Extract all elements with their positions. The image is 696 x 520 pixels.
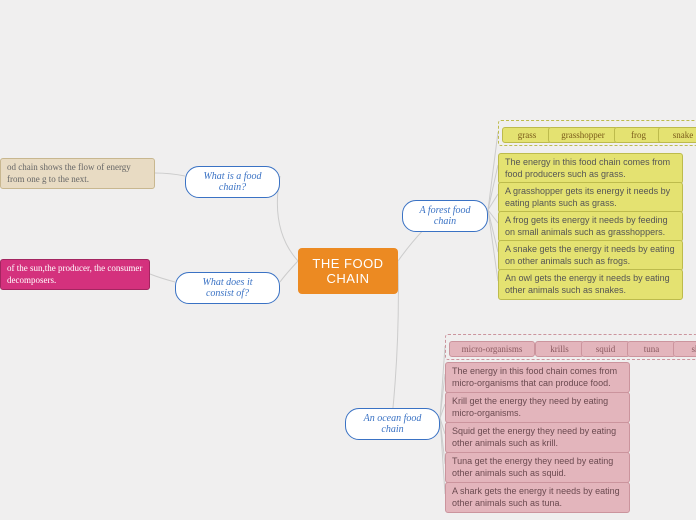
chip-grasshopper[interactable]: grasshopper	[548, 127, 618, 143]
forest-item: A snake gets the energy it needs by eati…	[498, 240, 683, 271]
ocean-item: Tuna get the energy they need by eating …	[445, 452, 630, 483]
branch-ocean[interactable]: An ocean food chain	[345, 408, 440, 440]
chip-frog[interactable]: frog	[614, 127, 663, 143]
ocean-item: Krill get the energy they need by eating…	[445, 392, 630, 423]
branch-forest[interactable]: A forest food chain	[402, 200, 488, 232]
ocean-item: A shark gets the energy it needs by eati…	[445, 482, 630, 513]
chip-grass[interactable]: grass	[502, 127, 552, 143]
leaf-definition: od chain shows the flow of energy from o…	[0, 158, 155, 189]
branch-consist[interactable]: What does it consist of?	[175, 272, 280, 304]
forest-item: A frog gets its energy it needs by feedi…	[498, 211, 683, 242]
forest-item: An owl gets the energy it needs by eatin…	[498, 269, 683, 300]
forest-item: The energy in this food chain comes from…	[498, 153, 683, 184]
chip-micro[interactable]: micro-organisms	[449, 341, 535, 357]
leaf-consists: of the sun,the producer, the consumer de…	[0, 259, 150, 290]
chip-squid[interactable]: squid	[581, 341, 630, 357]
chip-shark[interactable]: sha	[673, 341, 696, 357]
ocean-item: Squid get the energy they need by eating…	[445, 422, 630, 453]
ocean-item: The energy in this food chain comes from…	[445, 362, 630, 393]
chip-tuna[interactable]: tuna	[627, 341, 676, 357]
chip-snake[interactable]: snake	[658, 127, 696, 143]
branch-what-is[interactable]: What is a food chain?	[185, 166, 280, 198]
chip-krills[interactable]: krills	[535, 341, 584, 357]
center-node[interactable]: THE FOOD CHAIN	[298, 248, 398, 294]
forest-item: A grasshopper gets its energy it needs b…	[498, 182, 683, 213]
